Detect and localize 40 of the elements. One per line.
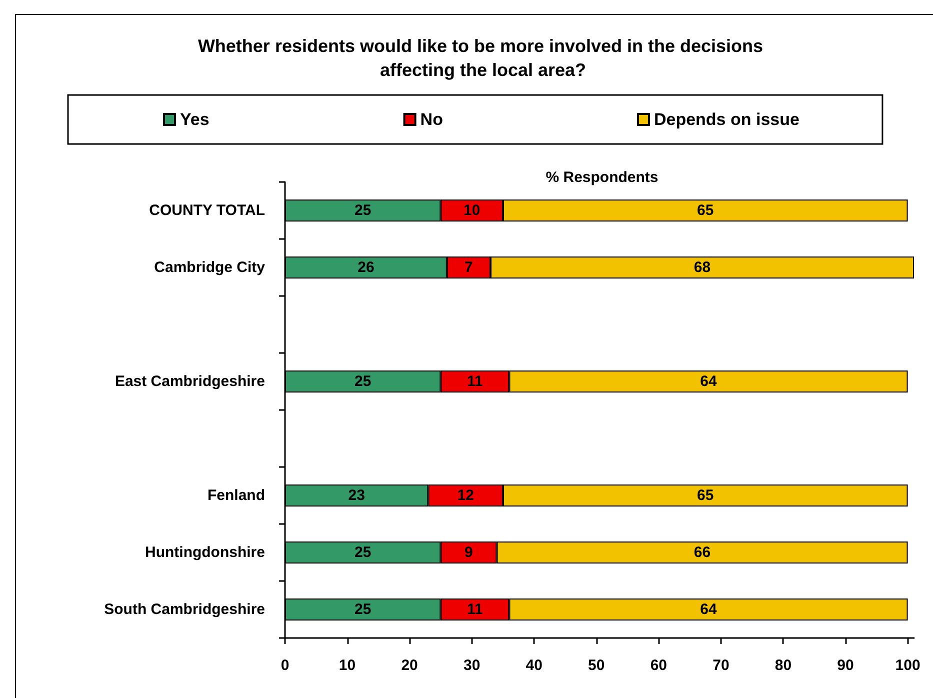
data-label: 25 [354,373,372,390]
y-tick-label: Cambridge City [154,259,266,276]
x-tick-label: 0 [280,657,290,674]
data-label: 7 [464,259,473,276]
data-label: 9 [464,544,473,561]
data-label: 64 [700,373,718,390]
legend-label: Depends on issue [654,110,800,129]
x-tick-label: 10 [338,657,356,674]
data-label: 26 [358,259,374,276]
y-tick-label: COUNTY TOTAL [149,202,265,219]
x-tick-label: 30 [463,657,480,674]
x-tick-label: 80 [774,657,792,674]
data-label: 25 [354,544,372,561]
data-label: 25 [354,601,372,618]
x-tick-label: 20 [401,657,418,674]
data-label: 65 [697,487,714,504]
data-label: 65 [697,202,714,219]
x-tick-label: 50 [588,657,605,674]
data-label: 25 [354,202,372,219]
x-tick-label: 40 [526,657,542,674]
legend-label: No [420,110,443,129]
y-tick-label: South Cambridgeshire [104,601,265,618]
data-label: 66 [694,544,711,561]
legend-label: Yes [180,110,210,129]
y-tick-label: East Cambridgeshire [114,373,265,390]
x-tick-label: 70 [712,657,730,674]
x-tick-label: 60 [650,657,668,674]
data-label: 64 [700,601,718,618]
data-label: 10 [463,202,480,219]
data-label: 23 [348,487,365,504]
data-label: 12 [457,487,474,504]
x-tick-label: 100 [895,657,920,674]
x-tick-label: 90 [837,657,854,674]
data-label: 11 [467,373,483,390]
data-label: 11 [467,601,483,618]
x-axis-title: % Respondents [546,169,658,186]
data-label: 68 [694,259,711,276]
y-tick-label: Fenland [207,487,265,504]
chart-title: Whether residents would like to be more involved in the decisions affecting the local area? [198,36,768,80]
y-tick-label: Huntingdonshire [145,544,265,561]
